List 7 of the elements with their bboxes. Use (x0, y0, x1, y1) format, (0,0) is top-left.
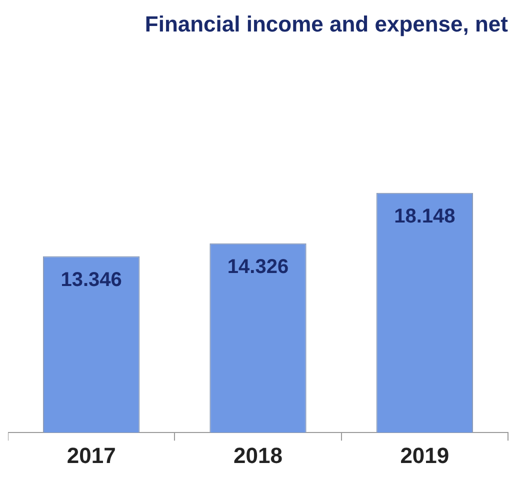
data-label: 13.346 (60, 268, 122, 291)
x-tick-label: 2019 (400, 442, 450, 468)
data-label: 14.326 (227, 256, 289, 278)
data-label: 18.148 (394, 205, 456, 228)
x-tick-label: 2018 (234, 442, 282, 468)
chart-title: Financial income and expense, net (144, 11, 509, 36)
x-tick-label: 2017 (66, 442, 116, 468)
